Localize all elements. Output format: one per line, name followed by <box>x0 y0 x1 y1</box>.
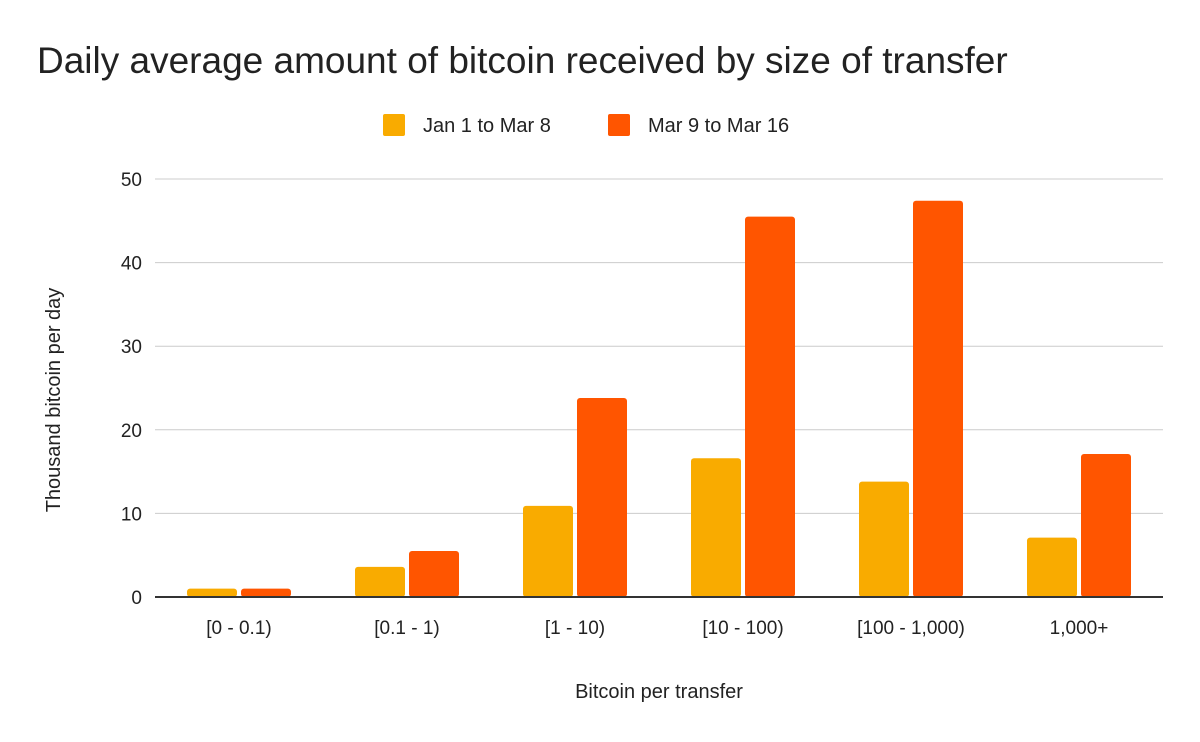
y-tick-label: 30 <box>121 337 142 358</box>
x-tick-label: [0.1 - 1) <box>374 618 439 639</box>
bar-mar9-mar16 <box>577 398 627 597</box>
y-axis-label: Thousand bitcoin per day <box>43 288 65 513</box>
bar-jan-mar8 <box>691 458 741 597</box>
bar-mar9-mar16 <box>913 200 963 597</box>
bar-jan-mar8 <box>355 566 405 597</box>
x-tick-label: 1,000+ <box>1050 618 1109 639</box>
x-tick-label: [0 - 0.1) <box>206 618 271 639</box>
legend-swatch <box>383 114 405 136</box>
y-tick-label: 40 <box>121 254 142 275</box>
x-tick-label: [10 - 100) <box>702 618 783 639</box>
y-tick-label: 10 <box>121 504 142 525</box>
bar-jan-mar8 <box>859 481 909 597</box>
y-tick-label: 20 <box>121 421 142 442</box>
x-tick-label: [100 - 1,000) <box>857 618 965 639</box>
chart-title: Daily average amount of bitcoin received… <box>37 40 1008 81</box>
bar-mar9-mar16 <box>241 588 291 597</box>
legend-label: Mar 9 to Mar 16 <box>648 115 789 137</box>
y-tick-label: 0 <box>131 588 142 609</box>
bar-mar9-mar16 <box>409 551 459 597</box>
bar-mar9-mar16 <box>745 216 795 597</box>
y-tick-label: 50 <box>121 170 142 191</box>
bar-jan-mar8 <box>187 588 237 597</box>
x-axis-label: Bitcoin per transfer <box>575 681 743 703</box>
x-tick-label: [1 - 10) <box>545 618 605 639</box>
legend-swatch <box>608 114 630 136</box>
legend-label: Jan 1 to Mar 8 <box>423 115 551 137</box>
bar-jan-mar8 <box>523 505 573 597</box>
bar-mar9-mar16 <box>1081 454 1131 597</box>
bar-jan-mar8 <box>1027 537 1077 597</box>
